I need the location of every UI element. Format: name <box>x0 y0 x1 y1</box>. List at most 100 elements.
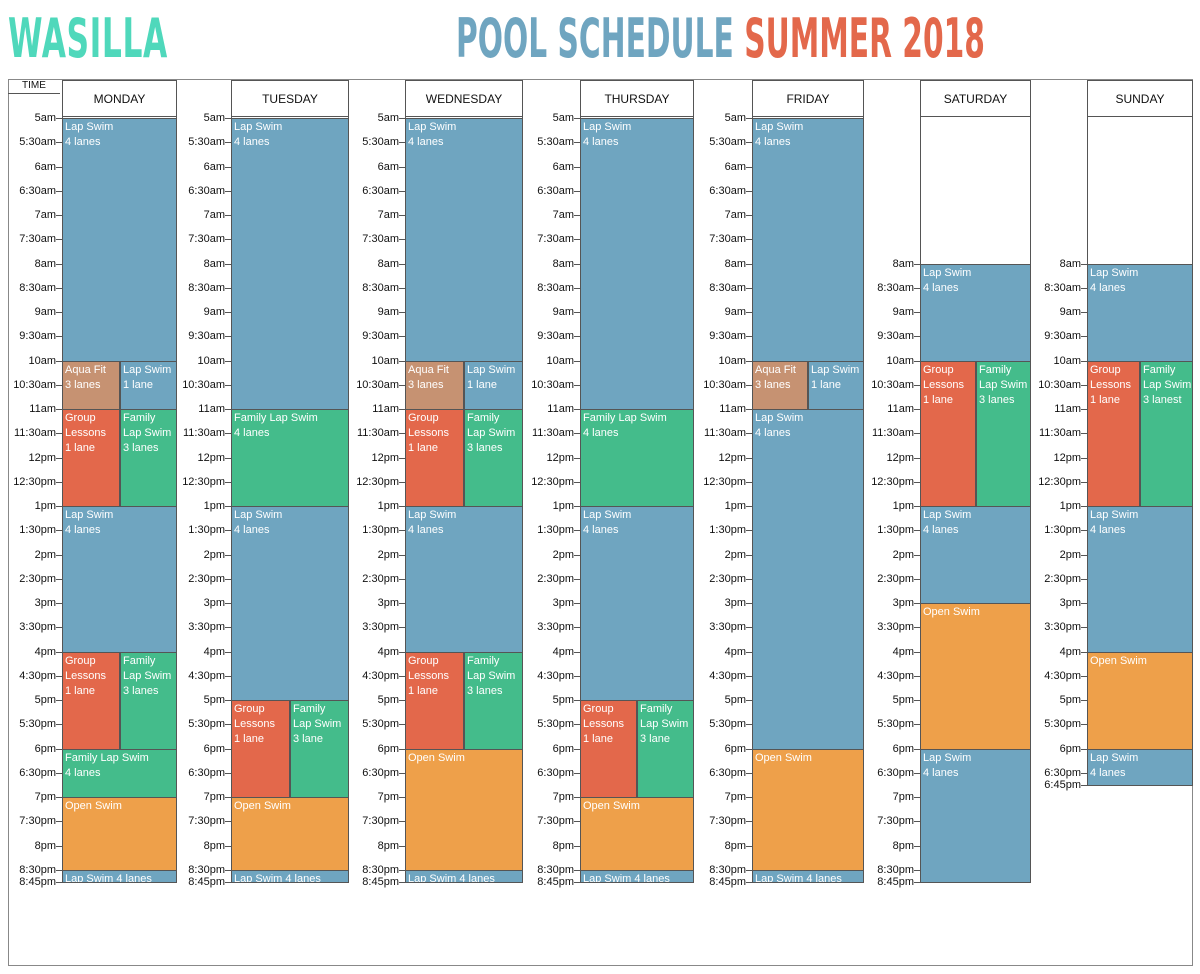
session-lap[interactable]: Lap Swim 4 lanes <box>1087 748 1193 786</box>
session-group[interactable]: Group Lessons 1 lane <box>62 409 120 507</box>
session-family[interactable]: Family Lap Swim 3 lane <box>637 700 694 798</box>
time-tick <box>914 409 920 410</box>
time-tick <box>56 239 62 241</box>
time-label: 6am <box>377 160 399 173</box>
session-family[interactable]: Family Lap Swim 4 lanes <box>580 409 694 507</box>
session-lap[interactable]: Lap Swim 4 lanes <box>752 869 864 883</box>
time-label: 9am <box>892 306 914 318</box>
session-family[interactable]: Family Lap Swim 3 lanes <box>120 651 177 750</box>
session-label: 3 lanes <box>755 378 791 391</box>
session-label: Group <box>583 703 614 715</box>
session-open[interactable]: Open Swim <box>920 603 1031 750</box>
session-label: 4 lanes <box>408 136 444 148</box>
session-group[interactable]: Group Lessons 1 lane <box>62 651 120 750</box>
day-header-monday: MONDAY <box>62 80 177 117</box>
time-label: 12:30pm <box>703 475 746 488</box>
session-open[interactable]: Open Swim <box>752 748 864 871</box>
session-family[interactable]: Family Lap Swim 3 lanes <box>464 651 523 750</box>
session-lap[interactable]: Lap Swim 4 lanes <box>231 506 349 701</box>
session-group[interactable]: Group Lessons 1 lane <box>920 360 976 507</box>
time-label: 12pm <box>718 451 746 464</box>
session-lap[interactable]: Lap Swim 4 lanes <box>580 869 694 883</box>
time-tick <box>1081 433 1087 435</box>
session-lap[interactable]: Lap Swim 4 lanes <box>231 869 349 883</box>
time-tick <box>1081 409 1087 410</box>
time-label: 7pm <box>34 791 56 803</box>
time-tick <box>399 263 405 265</box>
session-lap[interactable]: Lap Swim 1 lane <box>464 360 523 410</box>
time-tick <box>399 578 405 580</box>
time-label: 1pm <box>724 500 746 512</box>
time-label: 1:30pm <box>362 524 399 537</box>
session-label: Open Swim <box>755 751 812 764</box>
session-open[interactable]: Open Swim <box>405 748 523 871</box>
session-label: Lap Swim <box>979 378 1028 391</box>
session-label: Lap Swim 4 lanes <box>755 872 842 883</box>
time-tick <box>56 881 62 883</box>
time-tick <box>574 506 580 507</box>
session-lap[interactable]: Lap Swim 4 lanes <box>62 118 177 362</box>
session-family[interactable]: Family Lap Swim 4 lanes <box>62 748 177 798</box>
session-lap[interactable]: Lap Swim 4 lanes <box>62 506 177 653</box>
session-family[interactable]: Family Lap Swim 3 lanes <box>120 409 177 507</box>
session-lap[interactable]: Lap Swim 4 lanes <box>405 118 523 362</box>
time-tick <box>574 287 580 289</box>
time-tick <box>56 821 62 823</box>
session-lap[interactable]: Lap Swim 1 lane <box>808 360 864 410</box>
time-tick <box>225 845 231 847</box>
session-lap[interactable]: Lap Swim 4 lanes <box>62 869 177 883</box>
time-label: 9am <box>377 306 399 318</box>
session-group[interactable]: Group Lessons 1 lane <box>405 651 464 750</box>
day-header-saturday: SATURDAY <box>920 80 1031 117</box>
session-lap[interactable]: Lap Swim 4 lanes <box>405 869 523 883</box>
time-tick <box>399 190 405 192</box>
session-aqua[interactable]: Aqua Fit 3 lanes <box>752 360 808 410</box>
time-tick <box>1081 336 1087 338</box>
time-tick <box>225 724 231 726</box>
session-lap[interactable]: Lap Swim 4 lanes <box>920 506 1031 604</box>
session-family[interactable]: Family Lap Swim 3 lane <box>290 700 349 798</box>
session-group[interactable]: Group Lessons 1 lane <box>231 700 290 798</box>
session-family[interactable]: Family Lap Swim 3 lanes <box>464 409 523 507</box>
time-tick <box>914 457 920 459</box>
session-lap[interactable]: Lap Swim 4 lanes <box>752 409 864 750</box>
session-family[interactable]: Family Lap Swim 3 lanest <box>1140 360 1193 507</box>
session-label: Lap Swim <box>1090 751 1139 764</box>
session-lap[interactable]: Lap Swim 1 lane <box>120 360 177 410</box>
session-lap[interactable]: Lap Swim 4 lanes <box>1087 506 1193 653</box>
session-group[interactable]: Group Lessons 1 lane <box>1087 360 1140 507</box>
session-family[interactable]: Family Lap Swim 4 lanes <box>231 409 349 507</box>
session-lap[interactable]: Lap Swim 4 lanes <box>1087 263 1193 362</box>
session-label: 4 lanes <box>65 136 101 148</box>
session-label: Lap Swim <box>234 509 283 521</box>
time-label: 7am <box>724 209 746 221</box>
time-label: 3:30pm <box>1044 621 1081 634</box>
session-open[interactable]: Open Swim <box>580 797 694 871</box>
session-aqua[interactable]: Aqua Fit 3 lanes <box>405 360 464 410</box>
time-tick <box>225 336 231 338</box>
session-label: Lap Swim <box>583 121 632 133</box>
session-open[interactable]: Open Swim <box>231 797 349 871</box>
session-lap[interactable]: Lap Swim 4 lanes <box>920 263 1031 362</box>
time-label: 6:30pm <box>362 766 399 779</box>
time-tick <box>56 287 62 289</box>
session-group[interactable]: Group Lessons 1 lane <box>405 409 464 507</box>
session-open[interactable]: Open Swim <box>1087 651 1193 750</box>
time-label: 5:30pm <box>362 718 399 731</box>
time-label: 7pm <box>552 791 574 803</box>
session-lap[interactable]: Lap Swim 4 lanes <box>580 118 694 410</box>
session-group[interactable]: Group Lessons 1 lane <box>580 700 637 798</box>
session-lap[interactable]: Lap Swim 4 lanes <box>231 118 349 410</box>
time-tick <box>1081 784 1087 786</box>
session-lap[interactable]: Lap Swim 4 lanes <box>920 748 1031 883</box>
time-label: 6:30am <box>362 184 399 197</box>
title-schedule: POOL SCHEDULE <box>456 7 734 70</box>
session-lap[interactable]: Lap Swim 4 lanes <box>580 506 694 701</box>
session-family[interactable]: Family Lap Swim 3 lanes <box>976 360 1031 507</box>
session-lap[interactable]: Lap Swim 4 lanes <box>405 506 523 653</box>
time-label: 9:30am <box>19 330 56 343</box>
time-tick <box>746 239 752 241</box>
session-aqua[interactable]: Aqua Fit 3 lanes <box>62 360 120 410</box>
session-open[interactable]: Open Swim <box>62 797 177 871</box>
session-lap[interactable]: Lap Swim 4 lanes <box>752 118 864 362</box>
